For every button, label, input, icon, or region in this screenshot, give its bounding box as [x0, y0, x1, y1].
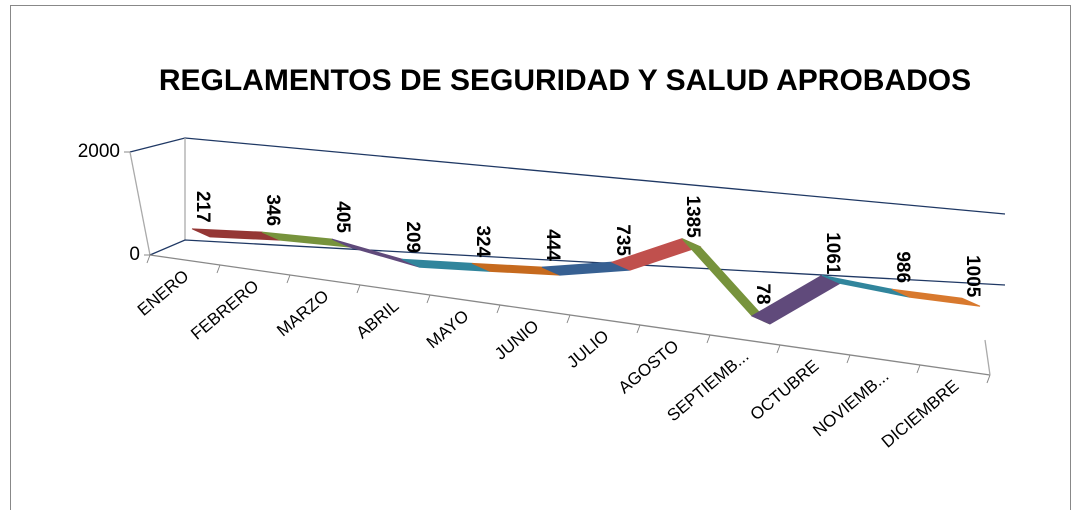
data-label: 217	[192, 191, 213, 223]
y-tick-label: 2000	[78, 141, 120, 162]
x-tick	[636, 324, 641, 334]
x-tick	[706, 334, 711, 344]
y-axis	[129, 151, 151, 256]
x-tick	[846, 354, 851, 364]
x-tick	[566, 314, 571, 324]
x-tick	[286, 274, 291, 284]
x-tick	[146, 254, 151, 264]
x-tick	[776, 344, 781, 354]
data-label: 405	[332, 201, 353, 233]
x-tick	[916, 364, 921, 374]
data-label: 324	[472, 225, 493, 257]
x-tick	[216, 264, 221, 274]
y-tick-label: 0	[129, 244, 140, 265]
data-label: 78	[752, 283, 773, 304]
data-label: 346	[262, 194, 283, 226]
data-label: 735	[612, 224, 633, 256]
x-tick	[426, 294, 431, 304]
data-label: 1385	[682, 196, 703, 239]
floor-side	[984, 339, 991, 376]
data-label: 444	[542, 229, 563, 261]
ribbon-segment	[891, 288, 981, 307]
data-label: 1061	[822, 232, 843, 275]
data-label: 986	[892, 251, 913, 283]
data-label: 209	[402, 221, 423, 253]
data-label: 1005	[962, 255, 983, 298]
x-tick	[496, 304, 501, 314]
floor-back	[149, 239, 1006, 286]
x-tick	[986, 374, 991, 384]
chart-title: REGLAMENTOS DE SEGURIDAD Y SALUD APROBAD…	[159, 64, 971, 97]
x-tick	[356, 284, 361, 294]
